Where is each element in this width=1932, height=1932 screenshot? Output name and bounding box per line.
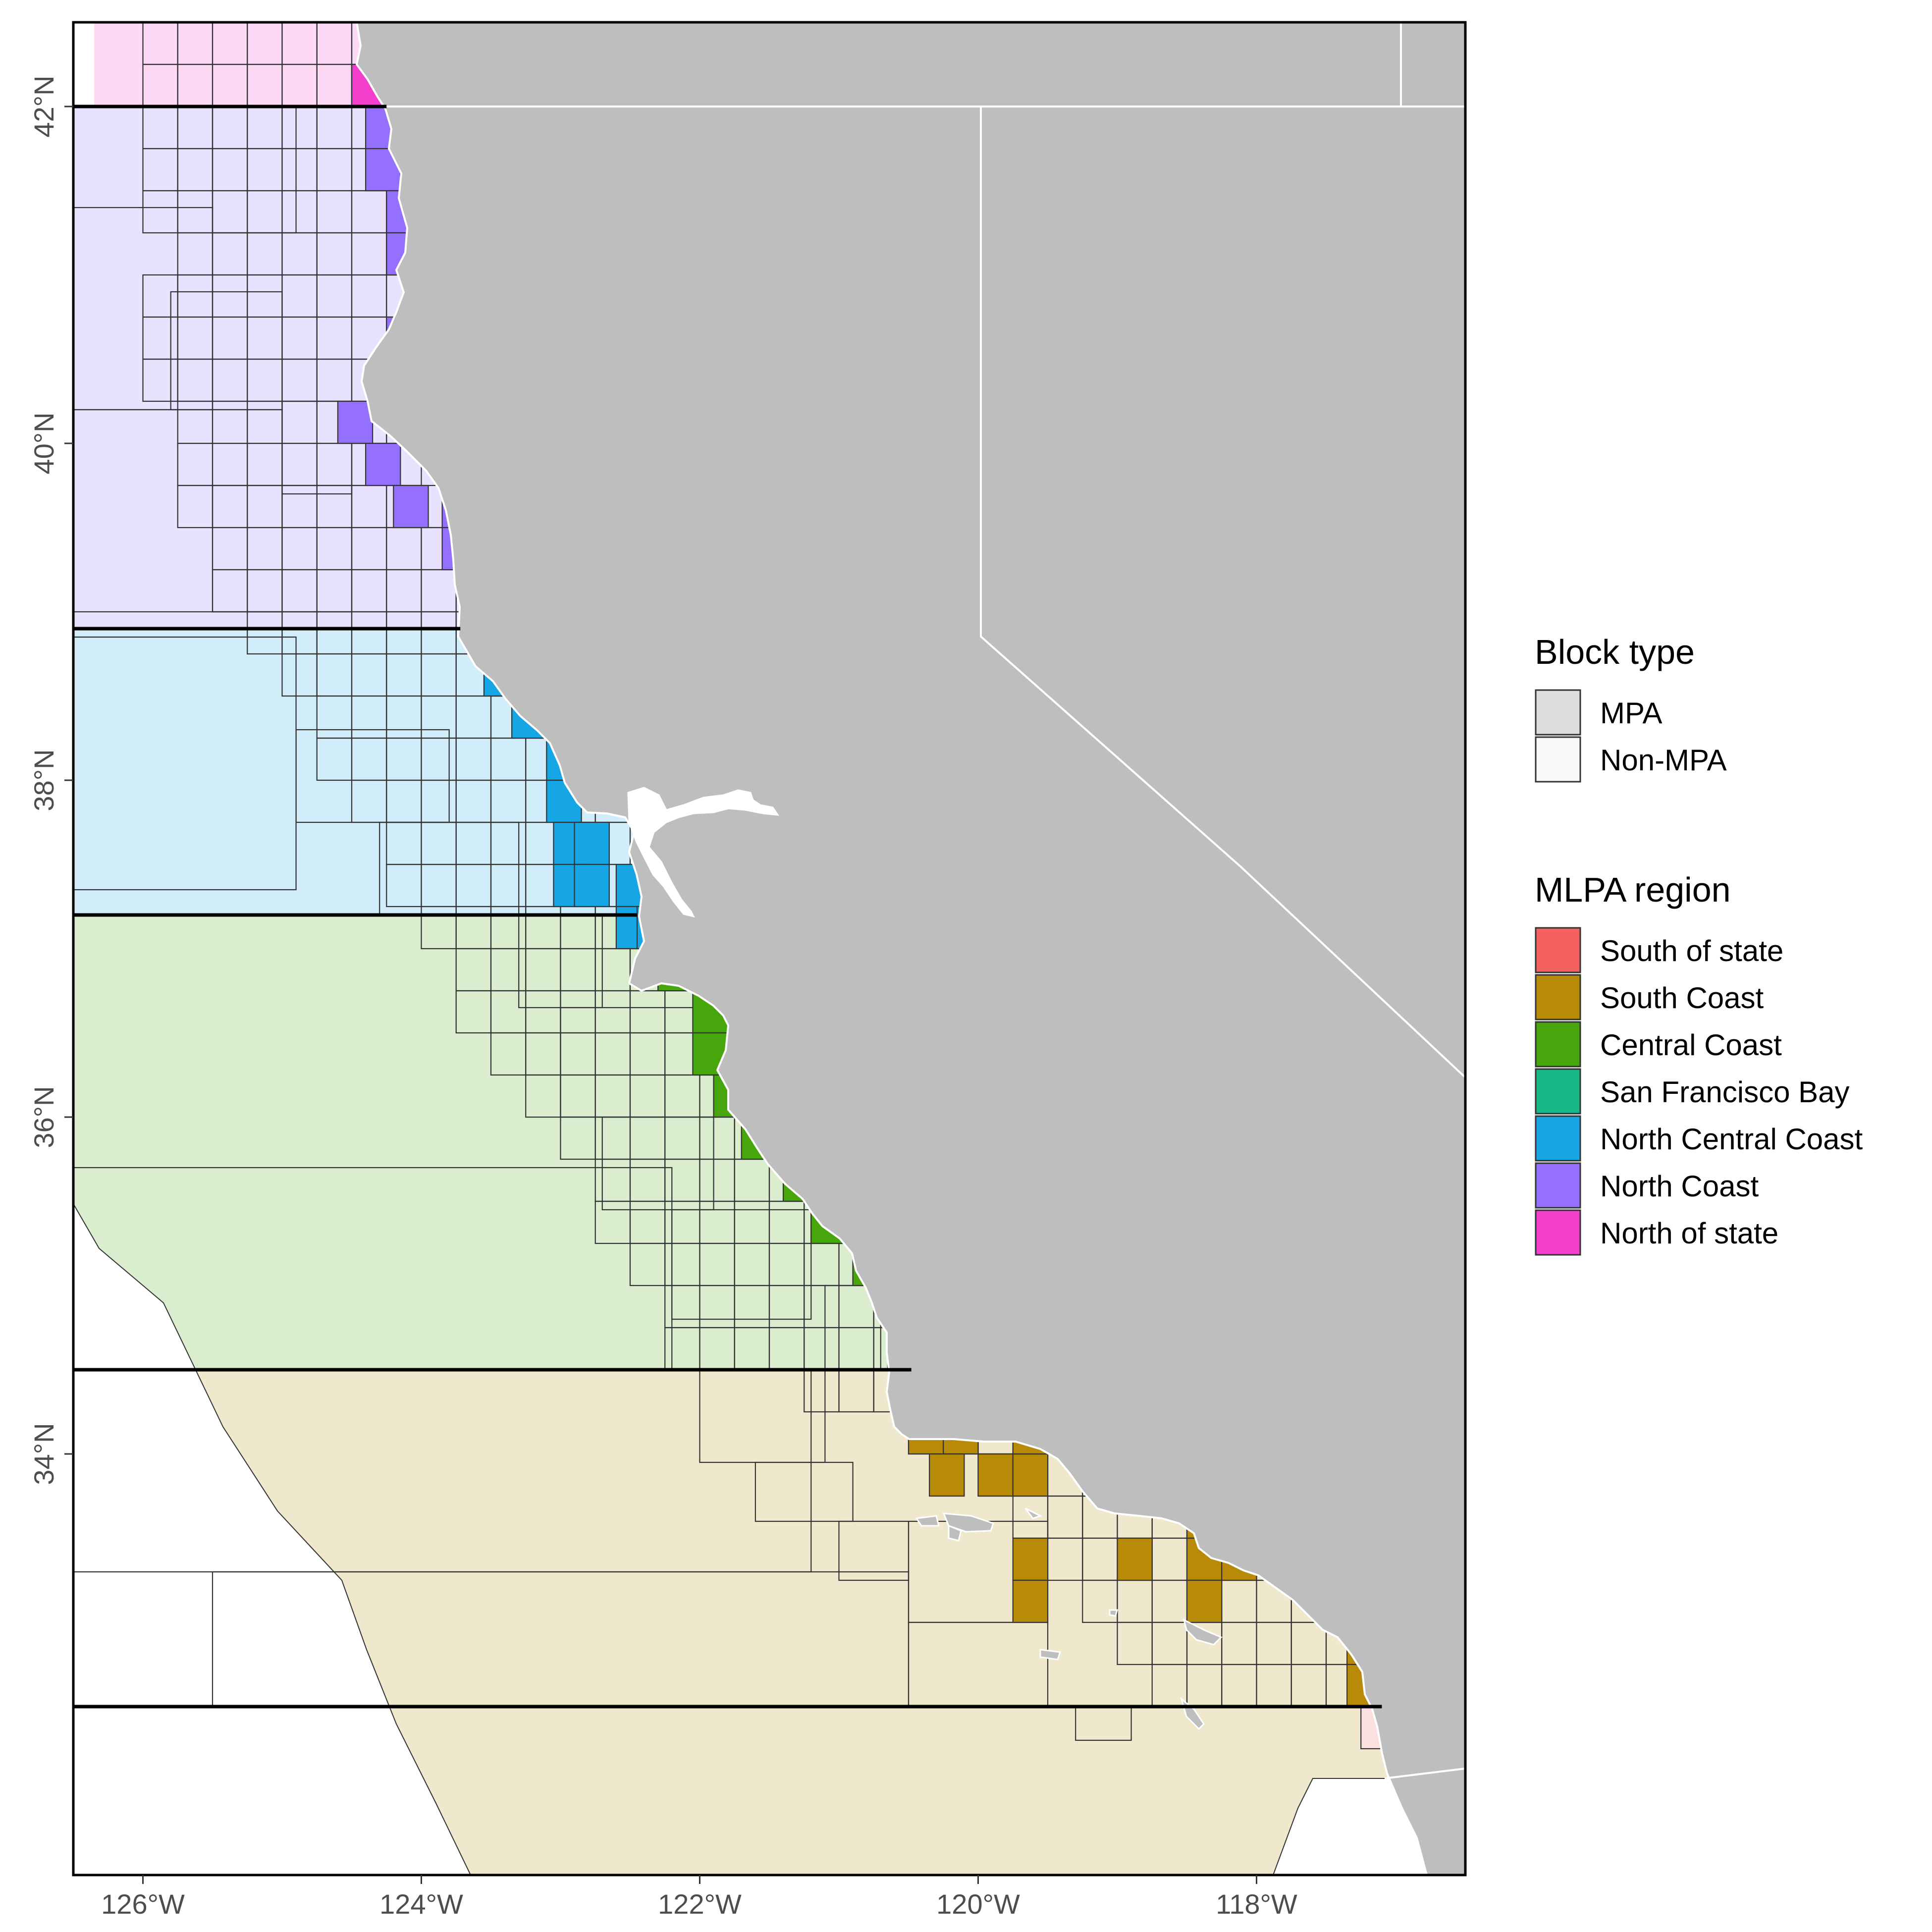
legend-label-region: North of state bbox=[1600, 1217, 1778, 1250]
legend-key-region bbox=[1535, 1021, 1581, 1068]
offshore-block bbox=[601, 1116, 714, 1211]
legend-key-mpa bbox=[1535, 689, 1581, 736]
legend-label-region: North Coast bbox=[1600, 1170, 1759, 1203]
legend-mlpa-region-items: South of state South Coast Central Coast Sa… bbox=[1535, 927, 1863, 1256]
land-mass bbox=[356, 22, 1465, 1875]
santa-rosa-island bbox=[948, 1524, 962, 1542]
mpa-block bbox=[929, 1453, 965, 1497]
offshore-block bbox=[212, 484, 353, 613]
mpa-block bbox=[977, 1453, 1014, 1497]
offshore-block bbox=[838, 1520, 910, 1581]
offshore-block bbox=[754, 1461, 854, 1522]
y-tick-label: 36°N bbox=[28, 1086, 59, 1148]
offshore-block bbox=[671, 1209, 812, 1320]
region-boundary-layer bbox=[73, 105, 1382, 1709]
santa-catalina-island bbox=[1182, 1618, 1223, 1646]
mpa-block bbox=[1186, 1579, 1223, 1623]
mpa-block bbox=[1012, 1537, 1049, 1581]
legend-title-block-type: Block type bbox=[1535, 633, 1695, 671]
x-tick-label: 122°W bbox=[658, 1888, 742, 1920]
mpa-block bbox=[574, 863, 610, 908]
legend-label-region: San Francisco Bay bbox=[1600, 1075, 1850, 1109]
legend-key-region bbox=[1535, 1162, 1581, 1209]
california-nevada-border bbox=[980, 107, 1465, 1078]
santa-barbara-island bbox=[1109, 1609, 1118, 1617]
offshore-block bbox=[295, 729, 450, 823]
anacapa-island bbox=[1024, 1507, 1042, 1519]
mpa-block bbox=[1012, 1579, 1049, 1623]
land-layer bbox=[356, 22, 1465, 1875]
mpa-block bbox=[1012, 1453, 1049, 1497]
legend-label-region: North Central Coast bbox=[1600, 1123, 1863, 1156]
y-tick-label: 40°N bbox=[28, 412, 59, 474]
legend-label-non-mpa: Non-MPA bbox=[1600, 744, 1727, 777]
legend-title-mlpa-region: MLPA region bbox=[1535, 870, 1731, 909]
san-miguel-island bbox=[915, 1515, 940, 1527]
x-tick-label: 126°W bbox=[101, 1888, 185, 1920]
legend-key-region bbox=[1535, 974, 1581, 1020]
legend-key-region bbox=[1535, 1115, 1581, 1162]
y-tick-label: 34°N bbox=[28, 1423, 59, 1485]
legend: Block type MPA Non-MPA MLPA region South… bbox=[1535, 633, 1863, 1256]
mpa-block bbox=[1117, 1537, 1153, 1581]
y-tick-label: 42°N bbox=[28, 75, 59, 137]
legend-key-region bbox=[1535, 1209, 1581, 1256]
legend-label-region: South of state bbox=[1600, 934, 1783, 967]
x-tick-label: 120°W bbox=[936, 1888, 1020, 1920]
x-tick-label: 124°W bbox=[379, 1888, 463, 1920]
y-axis: 42°N 40°N 38°N 36°N 34°N bbox=[28, 75, 73, 1485]
legend-key-region bbox=[1535, 927, 1581, 973]
y-tick-label: 38°N bbox=[28, 749, 59, 811]
mpa-block bbox=[365, 442, 401, 486]
us-mexico-border bbox=[1384, 1768, 1465, 1779]
legend-label-mpa: MPA bbox=[1600, 697, 1663, 730]
mpa-block bbox=[337, 400, 374, 444]
legend-key-region bbox=[1535, 1068, 1581, 1115]
mpa-block bbox=[574, 821, 610, 865]
legend-label-region: South Coast bbox=[1600, 981, 1764, 1015]
x-tick-label: 118°W bbox=[1216, 1888, 1297, 1920]
x-axis: 126°W 124°W 122°W 120°W 118°W bbox=[101, 1875, 1297, 1920]
legend-label-region: Central Coast bbox=[1600, 1028, 1782, 1062]
mpa-block bbox=[393, 484, 429, 529]
legend-key-non-mpa bbox=[1535, 736, 1581, 783]
northwest-ocean bbox=[73, 22, 95, 107]
panel-border bbox=[72, 21, 1467, 1877]
offshore-block bbox=[73, 409, 283, 613]
san-nicolas-island bbox=[1039, 1649, 1062, 1661]
san-francisco-bay-water bbox=[627, 787, 780, 918]
